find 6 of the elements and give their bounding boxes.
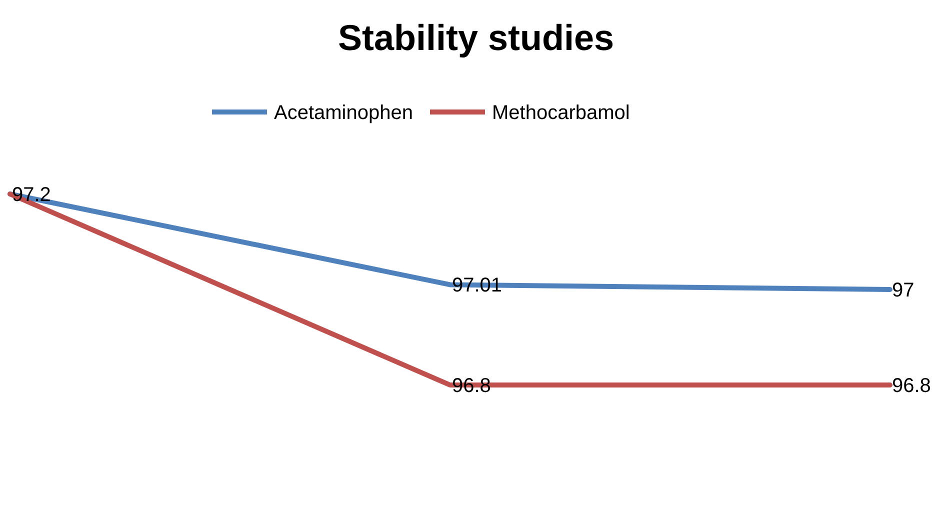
data-label: 97 — [892, 280, 914, 302]
legend-label: Methocarbamol — [492, 102, 630, 124]
chart-title: Stability studies — [338, 17, 614, 58]
legend-label: Acetaminophen — [274, 102, 413, 124]
data-label: 97.01 — [452, 274, 502, 297]
data-label: 96.8 — [892, 375, 931, 397]
